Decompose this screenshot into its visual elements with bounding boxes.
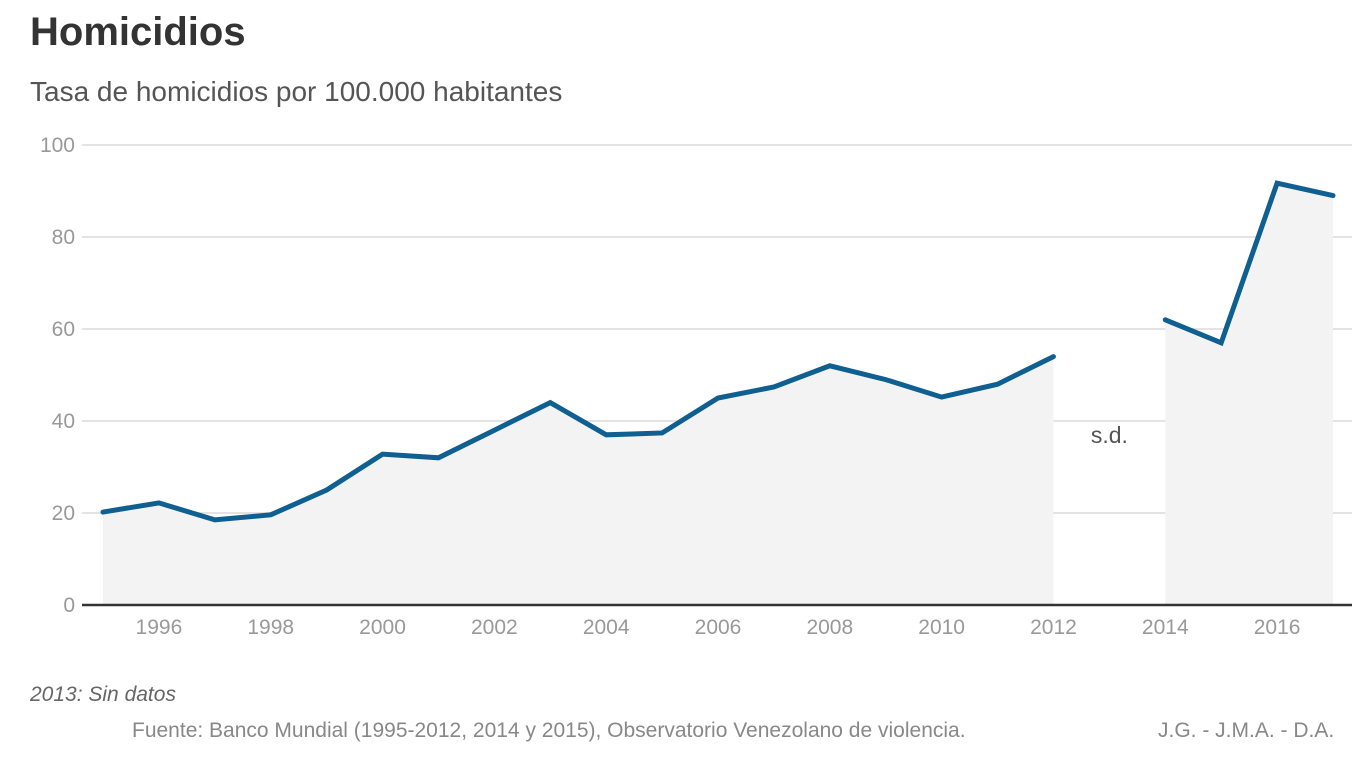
- area-fill-series-2: [1165, 183, 1333, 605]
- x-tick-label: 2004: [583, 616, 630, 639]
- missing-data-note: 2013: Sin datos: [30, 683, 176, 706]
- data-point-2003: [548, 400, 553, 405]
- x-tick-label: 2008: [806, 616, 853, 639]
- data-point-1995: [101, 510, 106, 515]
- data-point-2006: [716, 396, 721, 401]
- y-tick-label: 0: [63, 594, 75, 617]
- x-tick-label: 2006: [695, 616, 742, 639]
- data-point-2017: [1331, 193, 1336, 198]
- data-point-2004: [604, 432, 609, 437]
- author-credits: J.G. - J.M.A. - D.A.: [1158, 719, 1335, 742]
- series-lines: [100, 180, 1336, 523]
- area-fills: [103, 183, 1333, 605]
- data-point-2005: [660, 430, 665, 435]
- y-tick-label: 60: [52, 318, 75, 341]
- data-point-2000: [380, 452, 385, 457]
- data-point-2002: [492, 428, 497, 433]
- x-tick-label: 2012: [1030, 616, 1077, 639]
- data-point-2011: [995, 382, 1000, 387]
- data-point-1997: [212, 517, 217, 522]
- y-tick-label: 20: [52, 502, 75, 525]
- data-point-2001: [436, 455, 441, 460]
- chart-title: Homicidios: [30, 10, 246, 54]
- y-tick-label: 40: [52, 410, 75, 433]
- no-data-annotation: s.d.: [1091, 422, 1128, 448]
- chart-subtitle: Tasa de homicidios por 100.000 habitante…: [30, 76, 563, 107]
- data-point-1998: [268, 512, 273, 517]
- source-credit: Fuente: Banco Mundial (1995-2012, 2014 y…: [132, 719, 966, 742]
- data-point-2010: [939, 395, 944, 400]
- data-point-2015: [1219, 340, 1224, 345]
- series-line-1: [100, 354, 1056, 523]
- x-tick-label: 2014: [1142, 616, 1189, 639]
- tick-labels: 0 20 40 60 80 100 1996 1998 2000 2002 2004 2006 2008…: [40, 134, 1300, 639]
- x-tick-label: 2016: [1254, 616, 1301, 639]
- x-tick-label: 1998: [247, 616, 294, 639]
- annotations: s.d.: [1091, 422, 1128, 448]
- x-tick-label: 1996: [136, 616, 183, 639]
- data-point-2009: [883, 377, 888, 382]
- data-point-2008: [827, 363, 832, 368]
- data-point-2012: [1051, 354, 1056, 359]
- y-tick-label: 80: [52, 226, 75, 249]
- data-point-2016: [1275, 181, 1280, 186]
- data-point-1996: [156, 500, 161, 505]
- data-point-1999: [324, 488, 329, 493]
- x-tick-label: 2002: [471, 616, 518, 639]
- area-fill-series-1: [103, 356, 1054, 605]
- series-line-2: [1162, 180, 1336, 347]
- data-point-2014: [1163, 317, 1168, 322]
- data-point-2007: [771, 384, 776, 389]
- x-tick-label: 2010: [918, 616, 965, 639]
- x-tick-label: 2000: [359, 616, 406, 639]
- y-tick-label: 100: [40, 134, 75, 157]
